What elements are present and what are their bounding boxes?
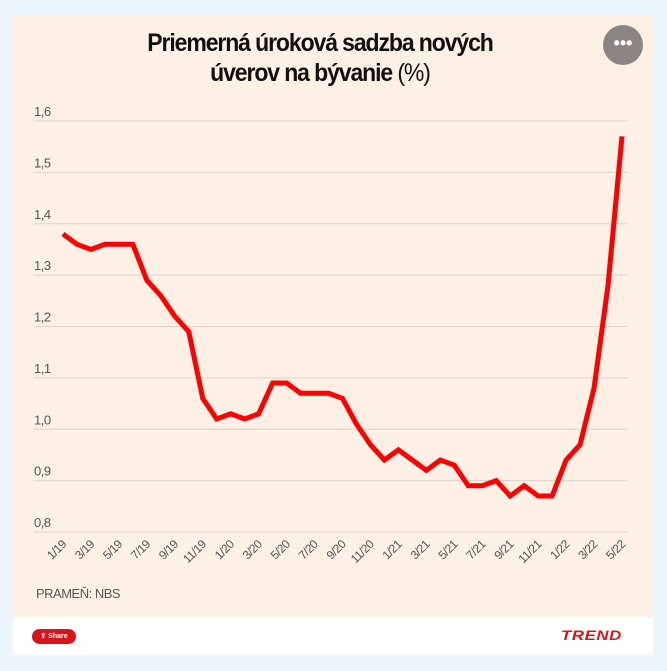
y-tick-label: 1,1: [34, 361, 51, 376]
x-tick-label: 9/19: [156, 537, 182, 563]
more-options-button[interactable]: •••: [603, 25, 643, 65]
title-text: Priemerná úroková sadzba nových úverov n…: [147, 29, 494, 87]
x-tick-label: 11/20: [348, 537, 377, 566]
x-tick-label: 1/22: [547, 537, 573, 563]
x-tick-label: 5/21: [435, 537, 461, 563]
x-tick-label: 11/21: [516, 537, 545, 566]
y-tick-label: 1,4: [34, 207, 51, 222]
share-button[interactable]: ⇪ Share: [32, 629, 76, 644]
trend-logo: TREND: [561, 627, 622, 643]
y-tick-label: 1,5: [34, 155, 51, 170]
x-tick-label: 7/20: [296, 537, 322, 563]
chart-title: Priemerná úroková sadzba nových úverov n…: [118, 28, 523, 88]
share-label: Share: [48, 633, 68, 640]
title-unit: (%): [397, 59, 431, 87]
y-tick-label: 1,3: [34, 258, 51, 273]
x-tick-label: 9/21: [491, 537, 517, 563]
x-tick-label: 1/21: [380, 537, 406, 563]
x-tick-label: 9/20: [324, 537, 350, 563]
y-tick-label: 1,6: [34, 104, 51, 119]
x-tick-label: 3/19: [72, 537, 98, 563]
x-tick-label: 1/19: [44, 537, 70, 563]
x-tick-label: 7/19: [128, 537, 154, 563]
series-line: [61, 136, 625, 500]
x-tick-label: 3/22: [575, 537, 601, 563]
x-tick-label: 3/20: [240, 537, 266, 563]
y-tick-label: 1,2: [34, 310, 51, 325]
x-tick-label: 5/19: [100, 537, 126, 563]
x-tick-label: 11/19: [180, 537, 209, 566]
more-dots-icon: •••: [613, 33, 633, 53]
share-icon: ⇪: [40, 633, 49, 640]
y-tick-label: 0,9: [34, 464, 51, 479]
y-tick-label: 1,0: [34, 412, 51, 427]
x-tick-label: 3/21: [407, 537, 433, 563]
chart-footer: [13, 617, 653, 655]
x-tick-label: 1/20: [212, 537, 238, 563]
y-tick-label: 0,8: [34, 515, 51, 530]
x-tick-label: 5/20: [268, 537, 294, 563]
x-tick-label: 7/21: [463, 537, 489, 563]
x-tick-label: 5/22: [603, 537, 629, 563]
source-note: PRAMEŇ: NBS: [36, 586, 121, 601]
chart-card: [13, 15, 653, 617]
